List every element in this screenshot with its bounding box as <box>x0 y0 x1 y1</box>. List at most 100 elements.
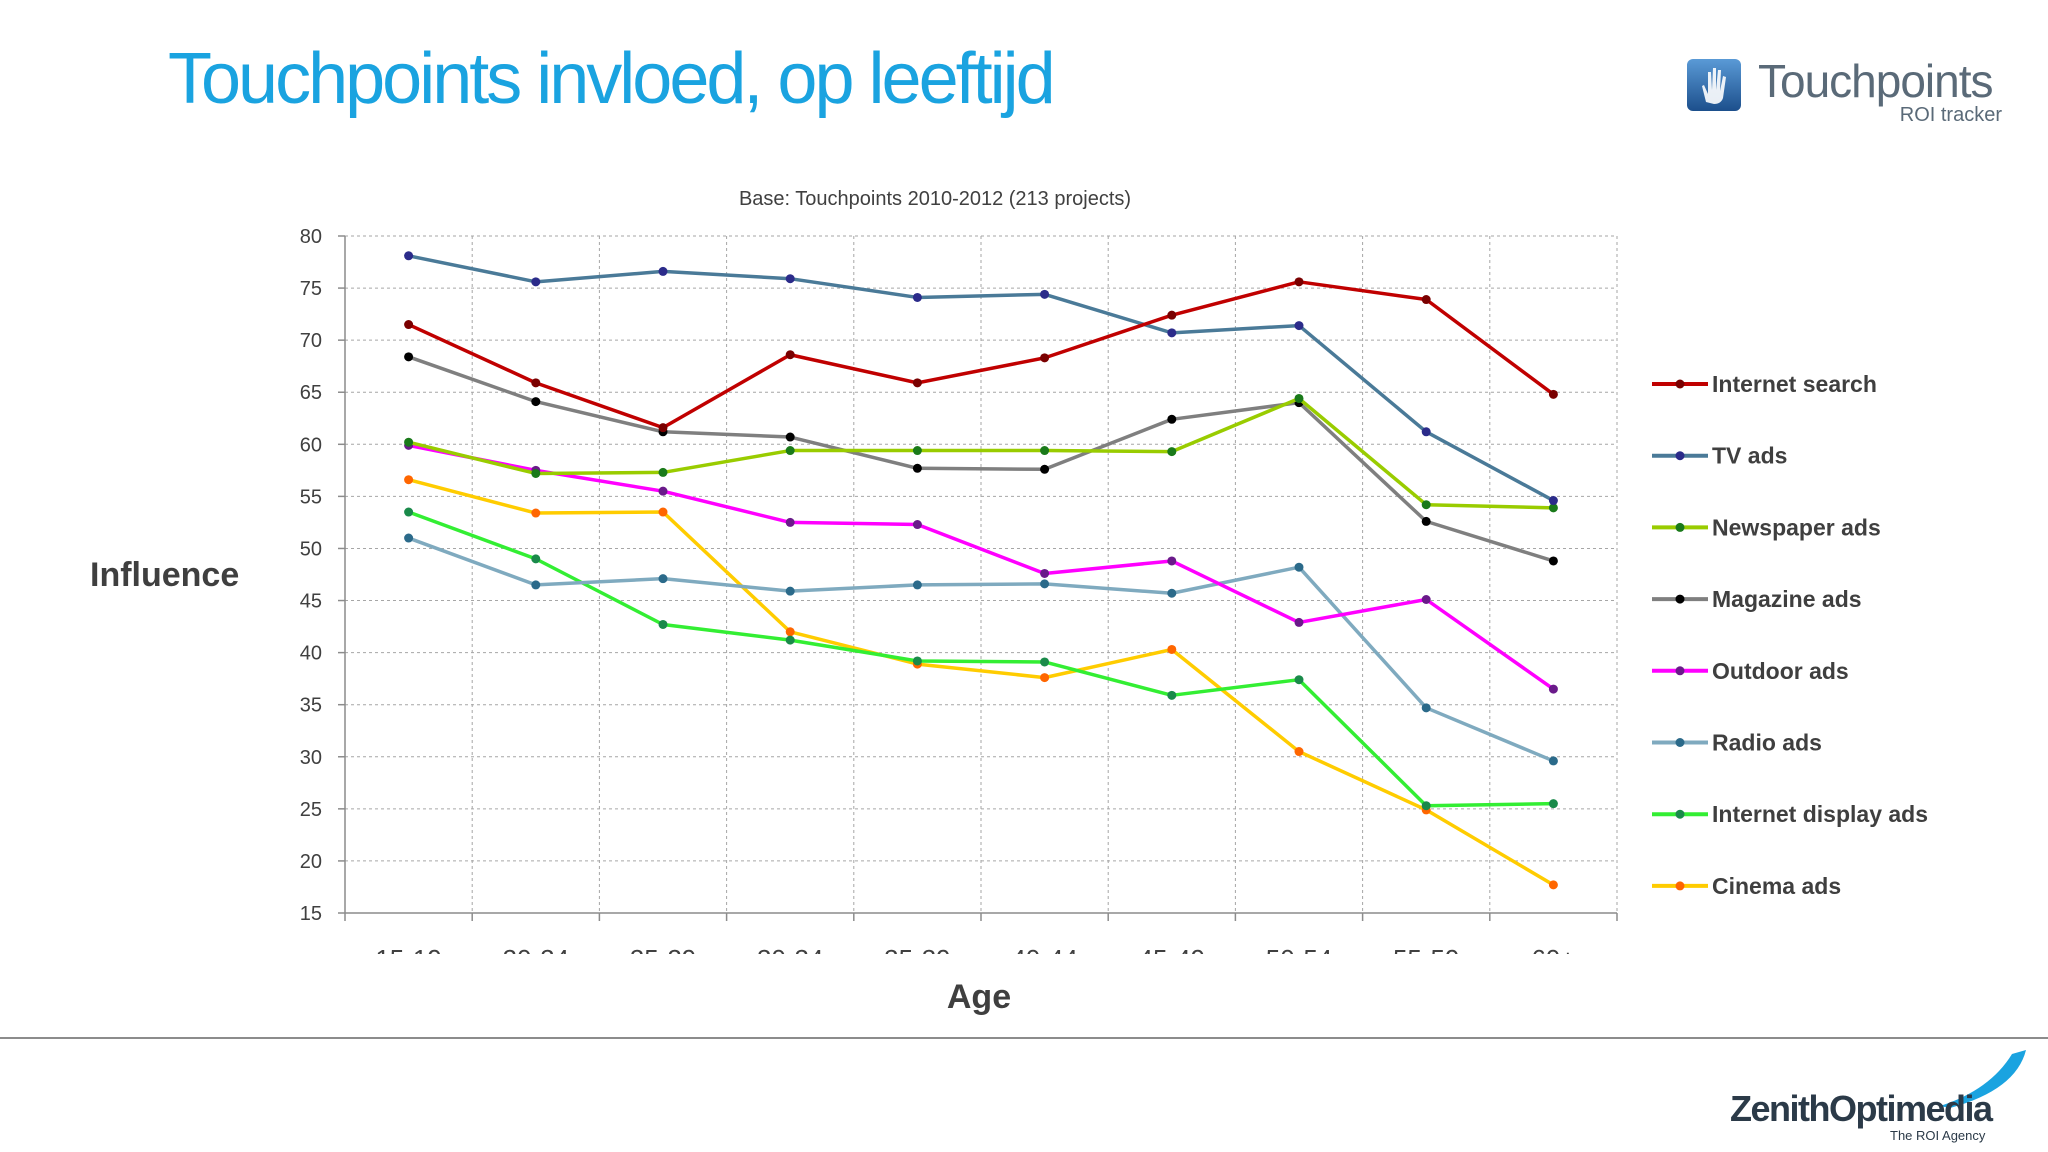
series-line <box>407 536 1555 763</box>
series-tv-ads <box>404 251 1558 506</box>
series-newspaper-ads <box>404 393 1558 513</box>
legend-item: Cinema ads <box>1652 873 1841 899</box>
series-line <box>408 478 1555 887</box>
y-tick-label: 30 <box>300 747 322 769</box>
data-point <box>785 586 795 596</box>
data-point <box>404 533 414 543</box>
series-line <box>408 355 1554 563</box>
hand-icon <box>1687 59 1741 111</box>
data-point <box>1548 756 1558 766</box>
data-point <box>912 292 922 302</box>
data-point <box>404 251 414 261</box>
data-point <box>1421 594 1431 604</box>
legend-label: Newspaper ads <box>1712 514 1881 540</box>
touchpoints-logo-sub: ROI tracker <box>1899 104 2002 126</box>
data-point <box>1421 801 1431 811</box>
data-point <box>1421 427 1431 437</box>
legend-marker <box>1675 594 1685 604</box>
data-point <box>785 446 795 456</box>
data-point <box>1167 447 1177 457</box>
data-point <box>912 446 922 456</box>
data-point <box>531 508 541 518</box>
y-axis-label: Influence <box>90 556 239 594</box>
series-outdoor-ads <box>404 440 1558 694</box>
data-point <box>1040 657 1050 667</box>
legend-item: Radio ads <box>1652 730 1822 756</box>
series-cinema-ads <box>404 475 1558 890</box>
legend-marker <box>1675 666 1685 676</box>
data-point <box>658 619 668 629</box>
legend-item: TV ads <box>1652 443 1787 469</box>
data-point <box>1548 503 1558 513</box>
legend-item: Newspaper ads <box>1652 514 1881 540</box>
data-point <box>912 580 922 590</box>
data-point <box>785 274 795 284</box>
legend-marker <box>1675 379 1685 389</box>
data-point <box>1294 617 1304 627</box>
x-axis-label: Age <box>947 978 1011 1016</box>
data-point <box>531 554 541 564</box>
data-point <box>1040 289 1050 299</box>
legend-label: Internet search <box>1712 371 1877 397</box>
data-point <box>1421 500 1431 510</box>
data-point <box>1294 393 1304 403</box>
legend-marker <box>1675 809 1685 819</box>
zenithoptimedia-logo: ZenithOptimedia The ROI Agency <box>1730 1050 2030 1150</box>
data-point <box>1167 556 1177 566</box>
data-point <box>1548 556 1558 566</box>
y-tick-label: 50 <box>300 538 322 560</box>
legend-item: Internet display ads <box>1652 801 1928 827</box>
data-point <box>1167 690 1177 700</box>
data-point <box>658 574 668 584</box>
data-point <box>1548 389 1558 399</box>
series-line <box>407 280 1555 430</box>
data-point <box>531 468 541 478</box>
legend-label: Internet display ads <box>1712 801 1928 827</box>
data-point <box>404 507 414 517</box>
y-tick-label: 40 <box>300 643 322 665</box>
data-point <box>1167 414 1177 424</box>
legend-marker <box>1675 522 1685 532</box>
y-tick-label: 80 <box>300 226 322 248</box>
series-line <box>408 254 1555 503</box>
data-point <box>658 423 668 433</box>
influence-line-chart: Base: Touchpoints 2010-2012 (213 project… <box>90 188 1928 1016</box>
y-tick-label: 15 <box>300 903 322 925</box>
data-point <box>1040 446 1050 456</box>
data-point <box>658 486 668 496</box>
data-point <box>1421 703 1431 713</box>
data-point <box>1040 568 1050 578</box>
data-point <box>785 517 795 527</box>
data-point <box>1167 328 1177 338</box>
data-point <box>1040 464 1050 474</box>
chart-title: Base: Touchpoints 2010-2012 (213 project… <box>739 188 1131 210</box>
data-point <box>1167 310 1177 320</box>
touchpoints-logo-name: Touchpoints <box>1758 55 1993 107</box>
legend: Internet search TV ads Newspaper ads Magazi… <box>1652 371 1928 899</box>
data-point <box>531 378 541 388</box>
data-point <box>785 627 795 637</box>
data-point <box>912 520 922 530</box>
data-point <box>912 463 922 473</box>
data-point <box>658 266 668 276</box>
data-point <box>1421 516 1431 526</box>
data-point <box>531 277 541 287</box>
swoosh-icon <box>1940 1050 2026 1108</box>
data-point <box>1294 277 1304 287</box>
series-line <box>408 396 1554 510</box>
data-point <box>1294 321 1304 331</box>
data-point <box>1548 684 1558 694</box>
data-point <box>658 507 668 517</box>
data-point <box>1040 673 1050 683</box>
data-point <box>531 397 541 407</box>
series-line <box>407 510 1554 808</box>
zenithoptimedia-logo-name: ZenithOptimedia <box>1730 1088 1993 1129</box>
legend-label: Radio ads <box>1712 730 1822 756</box>
data-point <box>1548 880 1558 890</box>
data-point <box>1040 579 1050 589</box>
data-point <box>1294 675 1304 685</box>
series-internet-display-ads <box>404 507 1558 811</box>
data-point <box>1294 562 1304 572</box>
data-point <box>404 320 414 330</box>
data-point <box>531 580 541 590</box>
